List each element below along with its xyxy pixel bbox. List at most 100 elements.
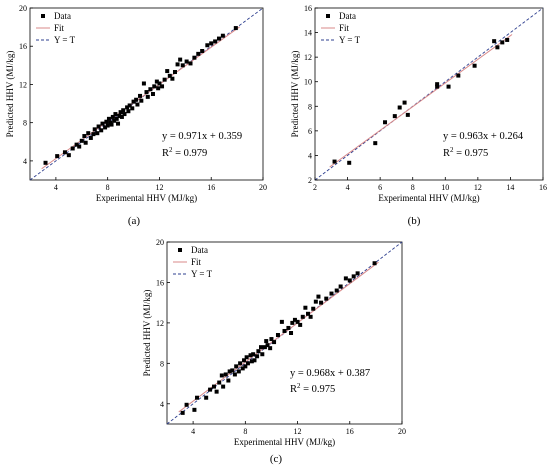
- data-point: [188, 61, 193, 66]
- panel-label: (a): [128, 215, 141, 227]
- data-point: [131, 99, 136, 104]
- data-point: [184, 59, 189, 64]
- data-point: [289, 331, 294, 335]
- data-point: [505, 37, 510, 42]
- x-tick-label: 16: [539, 183, 547, 192]
- data-point: [275, 333, 280, 338]
- r-squared: R2 = 0.979: [162, 146, 207, 159]
- data-point: [95, 131, 100, 136]
- x-tick-label: 8: [411, 183, 415, 192]
- data-point: [138, 93, 143, 98]
- data-point: [204, 395, 209, 400]
- y-tick-label: 4: [160, 400, 164, 409]
- legend-fit-label: Fit: [54, 23, 65, 33]
- panel-a: 4 8 12 16 20 4 8 12 16 20 Experimental HHV (MJ/kg)…: [5, 4, 267, 227]
- data-point: [355, 271, 360, 276]
- data-point: [286, 325, 291, 330]
- data-point: [213, 39, 218, 44]
- y-tick-label: 4: [308, 151, 312, 160]
- data-point: [99, 128, 104, 133]
- x-tick-label: 6: [378, 183, 382, 192]
- data-point: [221, 384, 226, 389]
- x-axis-label: Experimental HHV (MJ/kg): [96, 193, 197, 203]
- data-point: [306, 311, 310, 316]
- data-point: [139, 98, 144, 103]
- fit-line: [329, 34, 513, 168]
- data-point: [145, 94, 150, 99]
- data-point: [157, 81, 162, 86]
- data-point: [268, 346, 273, 351]
- data-point: [264, 339, 269, 344]
- panel-label: (c): [270, 453, 283, 465]
- data-point: [251, 352, 256, 357]
- data-point: [500, 40, 505, 45]
- x-axis-label: Experimental HHV (MJ/kg): [234, 437, 335, 447]
- data-point: [324, 296, 329, 301]
- data-point: [338, 284, 343, 289]
- legend-data-marker: [178, 248, 182, 252]
- data-point: [446, 84, 451, 89]
- data-point: [347, 278, 352, 283]
- y-axis-label: Predicted HHV (MJ/kg): [5, 51, 15, 138]
- y-tick-label: 4: [23, 157, 27, 166]
- data-point: [43, 160, 48, 165]
- x-tick-label: 8: [106, 183, 110, 192]
- panel-c: 4 8 12 16 20 4 8 12 16 20 Experimental HHV (MJ/kg)…: [142, 238, 406, 465]
- data-point: [219, 373, 224, 378]
- data-point: [209, 41, 214, 46]
- data-point: [332, 159, 337, 164]
- data-point: [227, 369, 232, 374]
- data-point: [334, 288, 339, 293]
- data-point: [402, 100, 407, 105]
- data-point: [77, 144, 82, 149]
- data-point: [192, 55, 197, 60]
- data-point: [230, 368, 235, 373]
- y-tick-label: 12: [304, 53, 312, 62]
- data-point: [148, 87, 153, 92]
- data-point: [116, 121, 121, 126]
- x-tick-label: 4: [346, 183, 350, 192]
- y-tick-label: 20: [156, 238, 164, 247]
- data-point: [217, 380, 222, 385]
- data-point: [103, 125, 108, 130]
- x-tick-label: 4: [54, 183, 58, 192]
- data-point: [125, 105, 130, 110]
- data-point: [262, 345, 267, 350]
- identity-line: [314, 7, 544, 181]
- data-point: [152, 84, 157, 89]
- data-point: [172, 70, 177, 75]
- data-point: [472, 63, 477, 68]
- plot-frame: [29, 7, 264, 181]
- legend-data-marker: [326, 14, 330, 18]
- data-point: [135, 102, 140, 107]
- data-point: [127, 103, 132, 108]
- data-point: [300, 314, 305, 319]
- data-point: [195, 395, 200, 400]
- plot-frame: [314, 7, 544, 181]
- data-point: [162, 77, 167, 82]
- data-point: [308, 314, 313, 319]
- data-point: [316, 294, 321, 299]
- y-tick-label: 20: [19, 4, 27, 13]
- data-point: [265, 343, 270, 348]
- data-point: [62, 150, 67, 155]
- x-tick-label: 10: [441, 183, 449, 192]
- y-tick-label: 16: [156, 278, 164, 287]
- data-point: [144, 90, 149, 95]
- data-point: [141, 81, 146, 86]
- y-tick-label: 16: [304, 4, 312, 13]
- legend-identity-label: Y = T: [339, 35, 361, 45]
- r-squared: R2 = 0.975: [443, 146, 488, 159]
- x-tick-label: 2: [313, 183, 317, 192]
- data-point: [112, 118, 117, 123]
- data-point: [130, 106, 135, 111]
- data-point: [223, 372, 228, 377]
- y-tick-label: 8: [23, 119, 27, 128]
- data-point: [240, 366, 245, 371]
- data-point: [290, 320, 295, 325]
- legend-data-label: Data: [191, 245, 208, 255]
- data-point: [196, 51, 201, 56]
- data-point: [272, 340, 277, 345]
- data-point: [205, 43, 210, 48]
- data-point: [126, 109, 131, 114]
